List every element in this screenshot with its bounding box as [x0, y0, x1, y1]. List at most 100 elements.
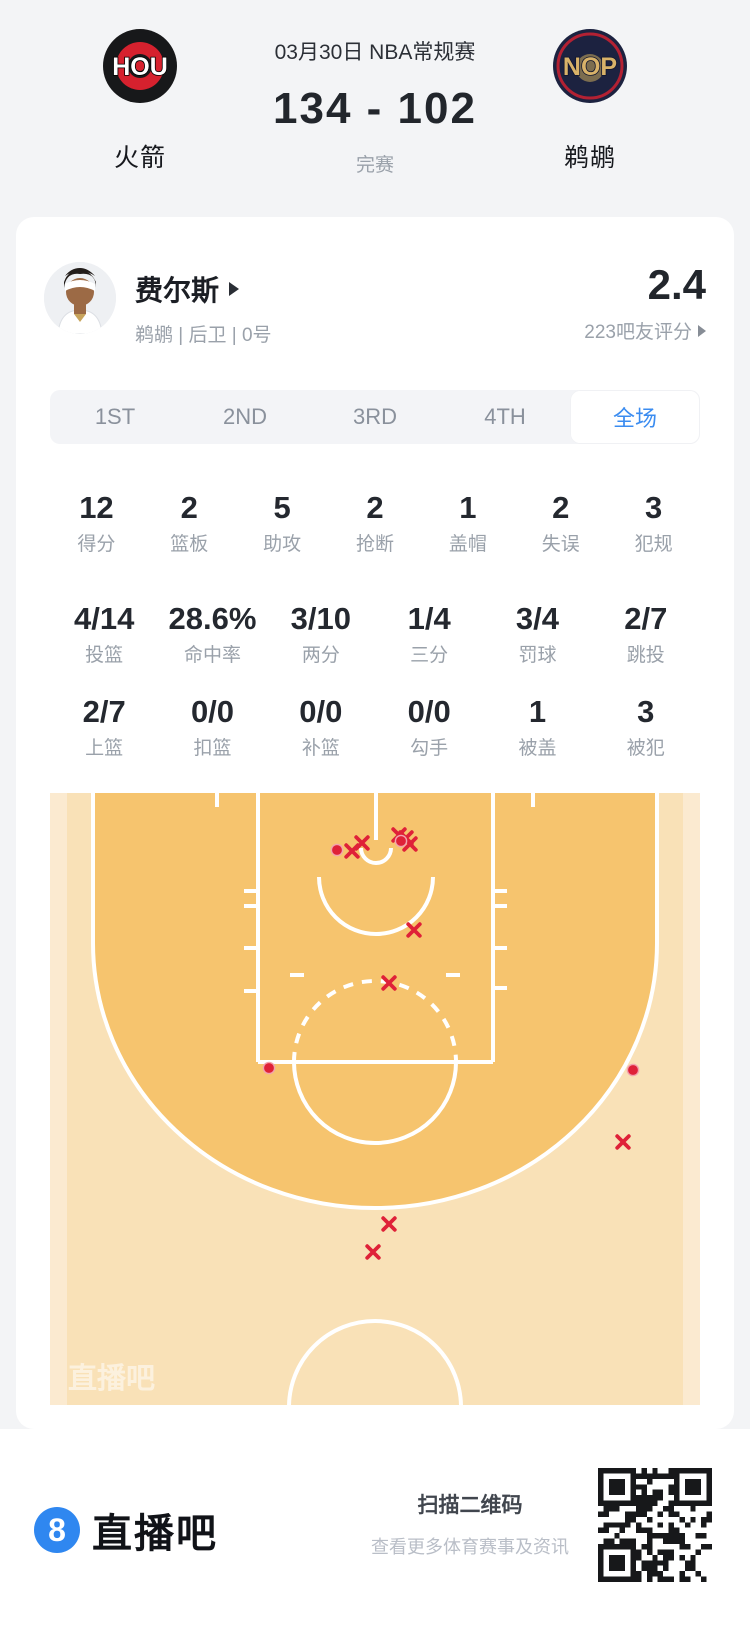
stat-value: 3/10 — [290, 601, 351, 636]
stat-value: 3/4 — [515, 601, 560, 636]
made-shot-marker — [330, 843, 344, 857]
shot-markers — [262, 827, 640, 1260]
stat-label: 助攻 — [263, 534, 302, 555]
missed-shot-marker — [354, 835, 370, 851]
stat-value: 2 — [366, 490, 384, 525]
rim-arc — [359, 847, 393, 865]
stat-value: 0/0 — [190, 694, 235, 729]
lane-lines — [256, 793, 495, 1064]
stat-value: 1 — [459, 490, 477, 525]
player-stats-card: 费尔斯 鹈鹕 | 后卫 | 0号 2.4 223吧友评分 1ST 2ND 3RD 4T… — [16, 217, 734, 1495]
stat-cell-篮板: 2 篮板 — [143, 489, 236, 557]
tab-4th[interactable]: 4TH — [484, 404, 526, 429]
stat-label: 罚球 — [518, 645, 557, 666]
scan-subtitle: 查看更多体育赛事及资讯 — [371, 1537, 569, 1557]
court-left-apron — [50, 793, 67, 1405]
made-shot-marker — [262, 1061, 276, 1075]
match-info: 03月30日 NBA常规赛 134 - 102 完赛 — [185, 0, 565, 177]
stat-label: 抢断 — [356, 534, 395, 555]
tab-2nd[interactable]: 2ND — [222, 404, 267, 429]
three-point-line — [91, 793, 659, 1210]
stat-label: 得分 — [77, 534, 116, 555]
stat-cell-抢断: 2 抢断 — [329, 489, 422, 557]
rating-sub: 223吧友评分 — [584, 317, 706, 344]
stat-label: 失误 — [541, 534, 580, 555]
lane-hash-right — [493, 889, 507, 990]
player-avatar[interactable] — [44, 262, 116, 334]
stat-cell-盖帽: 1 盖帽 — [421, 489, 514, 557]
tab-全场[interactable]: 全场 — [570, 390, 700, 444]
missed-shot-marker — [381, 975, 397, 991]
stat-label: 盖帽 — [448, 534, 487, 555]
hou-rockets-logo-icon: HOU — [103, 29, 177, 103]
stat-cell-被盖: 1 被盖 — [483, 693, 591, 761]
rating-value: 2.4 — [647, 261, 706, 308]
court-watermark: 直播吧 — [68, 1362, 155, 1395]
stat-value: 12 — [79, 490, 114, 525]
scan-hint: 扫描二维码 查看更多体育赛事及资讯 — [330, 1489, 610, 1559]
caret-right-icon — [698, 324, 706, 337]
stat-label: 被犯 — [626, 738, 665, 759]
quarter-tabbar: 1ST 2ND 3RD 4TH 全场 — [50, 390, 700, 444]
stat-value: 3 — [644, 490, 663, 525]
stat-value: 1 — [528, 694, 547, 729]
made-shot-marker — [626, 1063, 640, 1077]
player-photo — [44, 262, 116, 334]
rating-block[interactable]: 2.4 223吧友评分 — [584, 261, 706, 344]
match-score: 134 - 102 — [273, 84, 477, 133]
zhibo8-logo-icon: 8 — [34, 1507, 80, 1553]
home-team-name: 火箭 — [113, 144, 166, 172]
tab-1st[interactable]: 1ST — [94, 404, 136, 429]
missed-shot-marker — [615, 1134, 631, 1150]
shot-chart: 直播吧 — [50, 793, 700, 1495]
stat-value: 2 — [180, 490, 198, 525]
stat-value: 1/4 — [407, 601, 451, 636]
stat-label: 投篮 — [85, 645, 124, 666]
player-meta: 鹈鹕 | 后卫 | 0号 — [135, 325, 272, 346]
rating-sub-text: 223吧友评分 — [584, 322, 692, 343]
stat-cell-罚球: 3/4 罚球 — [483, 600, 591, 668]
match-date: 03月30日 NBA常规赛 — [274, 41, 476, 64]
missed-shot-marker — [381, 1216, 397, 1232]
player-name-link[interactable]: 费尔斯 — [135, 269, 240, 309]
stat-value: 4/14 — [73, 601, 135, 636]
stat-cell-得分: 12 得分 — [50, 489, 143, 557]
stat-cell-补篮: 0/0 补篮 — [267, 693, 375, 761]
stat-cell-三分: 1/4 三分 — [375, 600, 483, 668]
brand-logo: 8 直播吧 — [34, 1501, 218, 1559]
stat-label: 跳投 — [626, 645, 665, 666]
stat-row-shooting: 4/14 投篮 28.6% 命中率 3/10 两分 1/4 三分 3/4 罚球 2/7 跳投 — [50, 600, 700, 668]
stat-label: 犯规 — [634, 534, 673, 555]
missed-shot-marker — [365, 1244, 381, 1260]
stat-cell-犯规: 3 犯规 — [607, 489, 700, 557]
stat-cell-助攻: 5 助攻 — [236, 489, 329, 557]
free-throw-circle-solid — [292, 1061, 458, 1145]
stat-label: 扣篮 — [193, 738, 232, 759]
stat-label: 命中率 — [183, 645, 241, 666]
qr-code — [598, 1468, 712, 1582]
stat-cell-命中率: 28.6% 命中率 — [158, 600, 266, 668]
svg-text:HOU: HOU — [112, 53, 168, 81]
stat-label: 两分 — [301, 645, 340, 666]
stat-cell-失误: 2 失误 — [514, 489, 607, 557]
caret-right-icon — [229, 282, 240, 296]
away-team-name: 鹈鹕 — [563, 144, 616, 172]
baseline-hash-marks — [215, 793, 535, 807]
svg-text:NOP: NOP — [563, 53, 617, 81]
court-right-apron — [683, 793, 700, 1405]
missed-shot-marker — [406, 922, 422, 938]
stat-label: 勾手 — [410, 738, 449, 759]
stat-cell-扣篮: 0/0 扣篮 — [158, 693, 266, 761]
stat-cell-被犯: 3 被犯 — [592, 693, 700, 761]
home-team: HOU 火箭 — [60, 28, 220, 174]
stat-cell-投篮: 4/14 投篮 — [50, 600, 158, 668]
three-point-area — [93, 793, 657, 1208]
nop-pelicans-logo-icon: NOP — [553, 29, 627, 103]
stat-cell-上篮: 2/7 上篮 — [50, 693, 158, 761]
stat-cell-勾手: 0/0 勾手 — [375, 693, 483, 761]
stat-label: 篮板 — [170, 534, 209, 555]
scan-title: 扫描二维码 — [417, 1494, 523, 1517]
tab-3rd[interactable]: 3RD — [352, 404, 397, 429]
stat-row-basic: 12 得分 2 篮板 5 助攻 2 抢断 1 盖帽 2 失误 3 犯规 — [50, 489, 700, 557]
